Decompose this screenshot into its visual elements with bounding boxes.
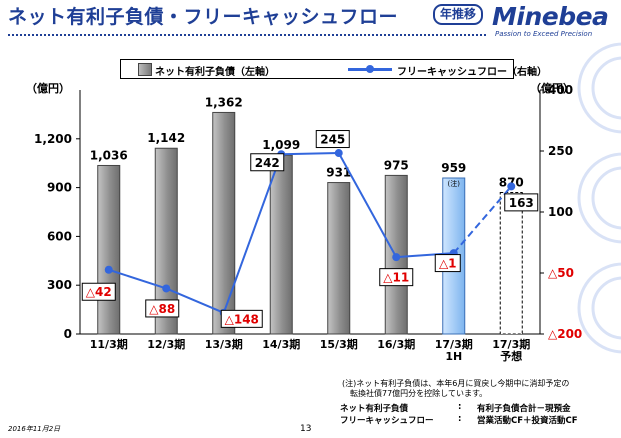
line-label-box [145, 299, 180, 318]
bar [212, 111, 236, 335]
line-label-box [250, 153, 285, 172]
line-label-box [379, 268, 414, 287]
bar [499, 191, 523, 335]
line-value-label: 163 [509, 196, 534, 210]
chart-area: 0 300 600 900 1,200 △200 △50 100 250 400 1,036 1,14… [34, 83, 582, 363]
series-line-segment [108, 268, 167, 290]
page-number: 13 [300, 424, 312, 434]
line-label-box [220, 309, 263, 328]
line-label-box [315, 130, 350, 149]
line-value-label: △1 [439, 257, 457, 271]
bar-value-label: 1,099 [262, 138, 300, 152]
line-label-box [81, 282, 116, 301]
x-axis-tick-label: 17/3期 [492, 337, 530, 351]
definition-colon: : [458, 402, 462, 412]
right-axis-tick-label: 250 [548, 144, 573, 158]
chart-legend: ネット有利子負債（左軸） フリーキャッシュフロー（右軸） [120, 59, 547, 79]
company-logo: Minebea [492, 2, 609, 31]
x-axis-tick-label: 17/3期 [435, 337, 473, 351]
company-tagline: Passion to Exceed Precision [495, 30, 593, 38]
left-axis-tick-label: 1,200 [34, 132, 72, 146]
definition-colon: : [458, 414, 462, 424]
series-line-segment [281, 152, 339, 156]
line-value-label: 245 [320, 133, 345, 147]
line-point [104, 265, 113, 274]
x-axis-tick-label: 15/3期 [320, 337, 358, 351]
right-axis-tick-label: 100 [548, 205, 573, 219]
bar [327, 182, 351, 335]
right-axis-tick-label: △50 [548, 266, 574, 280]
line-point [392, 253, 401, 262]
legend-bar-swatch [138, 63, 152, 76]
footnote-line-2: 転換社債77億円分を控除しています。 [350, 389, 488, 398]
line-point [334, 149, 343, 158]
line-value-label: △88 [149, 302, 175, 316]
bar-value-label: 1,036 [90, 148, 128, 162]
line-label-box [434, 254, 461, 273]
definition-value: 有利子負債合計－現預金 [477, 404, 571, 414]
bar-value-label: 959 [441, 161, 466, 175]
definition-term: ネット有利子負債 [340, 404, 409, 414]
left-axis-tick-label: 0 [64, 327, 72, 341]
series-line-segment [222, 153, 283, 314]
presentation-date: 2016年11月2日 [8, 425, 61, 433]
series-line-segment [337, 152, 398, 258]
line-label-box [504, 193, 539, 212]
bar-annotation: (注) [448, 179, 461, 188]
line-value-label: △42 [86, 285, 112, 299]
footnote-line-1: (注)ネット有利子負債は、本年6月に買戻し今期中に消却予定の [342, 379, 570, 388]
right-axis-tick-label: 400 [548, 83, 573, 97]
legend-line-label: フリーキャッシュフロー（右軸） [397, 67, 547, 78]
series-line-segment [396, 252, 454, 259]
x-axis-tick-label: 11/3期 [90, 337, 128, 351]
series-line-segment [452, 185, 513, 254]
x-axis-tick-label: 13/3期 [205, 337, 243, 351]
bar-value-label: 931 [326, 166, 351, 180]
left-axis-unit: （億円） [26, 82, 70, 95]
decorative-rings [577, 42, 621, 354]
definition-term: フリーキャッシュフロー [340, 416, 434, 426]
x-axis-tick-label: 16/3期 [377, 337, 415, 351]
line-value-label: △148 [225, 312, 259, 326]
bar-value-label: 975 [384, 158, 409, 172]
bar [97, 164, 121, 335]
page-title: ネット有利子負債・フリーキャッシュフロー [8, 6, 399, 28]
x-axis-tick-label: 12/3期 [147, 337, 185, 351]
x-axis-tick-label: 予想 [500, 349, 522, 363]
left-axis-tick-label: 900 [47, 181, 72, 195]
line-point [507, 182, 516, 191]
bar-value-label: 1,142 [147, 131, 185, 145]
right-axis-unit: （億円） [530, 82, 574, 95]
right-axis-tick-label: △200 [548, 327, 582, 341]
line-point [162, 284, 171, 293]
legend-line-marker [366, 65, 374, 73]
year-trend-badge: 年推移 [433, 4, 484, 25]
title-divider [8, 34, 486, 36]
bar-value-label: 1,362 [205, 95, 243, 109]
x-axis-tick-label: 1H [445, 350, 462, 363]
legend-bar-label: ネット有利子負債（左軸） [155, 67, 275, 78]
x-axis-tick-label: 14/3期 [262, 337, 300, 351]
definition-value: 営業活動CF＋投資活動CF [477, 416, 578, 426]
bar [269, 154, 293, 335]
line-value-label: 242 [255, 156, 280, 170]
series-line-segment [165, 287, 225, 314]
left-axis-tick-label: 300 [47, 278, 72, 292]
line-value-label: △11 [383, 271, 409, 285]
left-axis-tick-label: 600 [47, 229, 72, 243]
